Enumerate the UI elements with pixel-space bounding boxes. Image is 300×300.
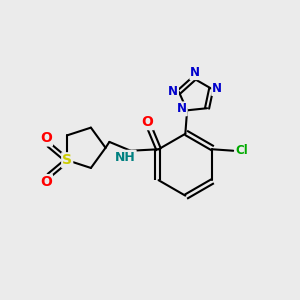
- Text: N: N: [177, 102, 187, 115]
- Text: O: O: [40, 131, 52, 146]
- Text: N: N: [190, 66, 200, 79]
- Text: NH: NH: [115, 151, 136, 164]
- Text: O: O: [141, 115, 153, 129]
- Text: Cl: Cl: [235, 144, 248, 157]
- Text: O: O: [40, 175, 52, 189]
- Text: N: N: [168, 85, 178, 98]
- Text: N: N: [212, 82, 222, 95]
- Text: S: S: [62, 153, 72, 167]
